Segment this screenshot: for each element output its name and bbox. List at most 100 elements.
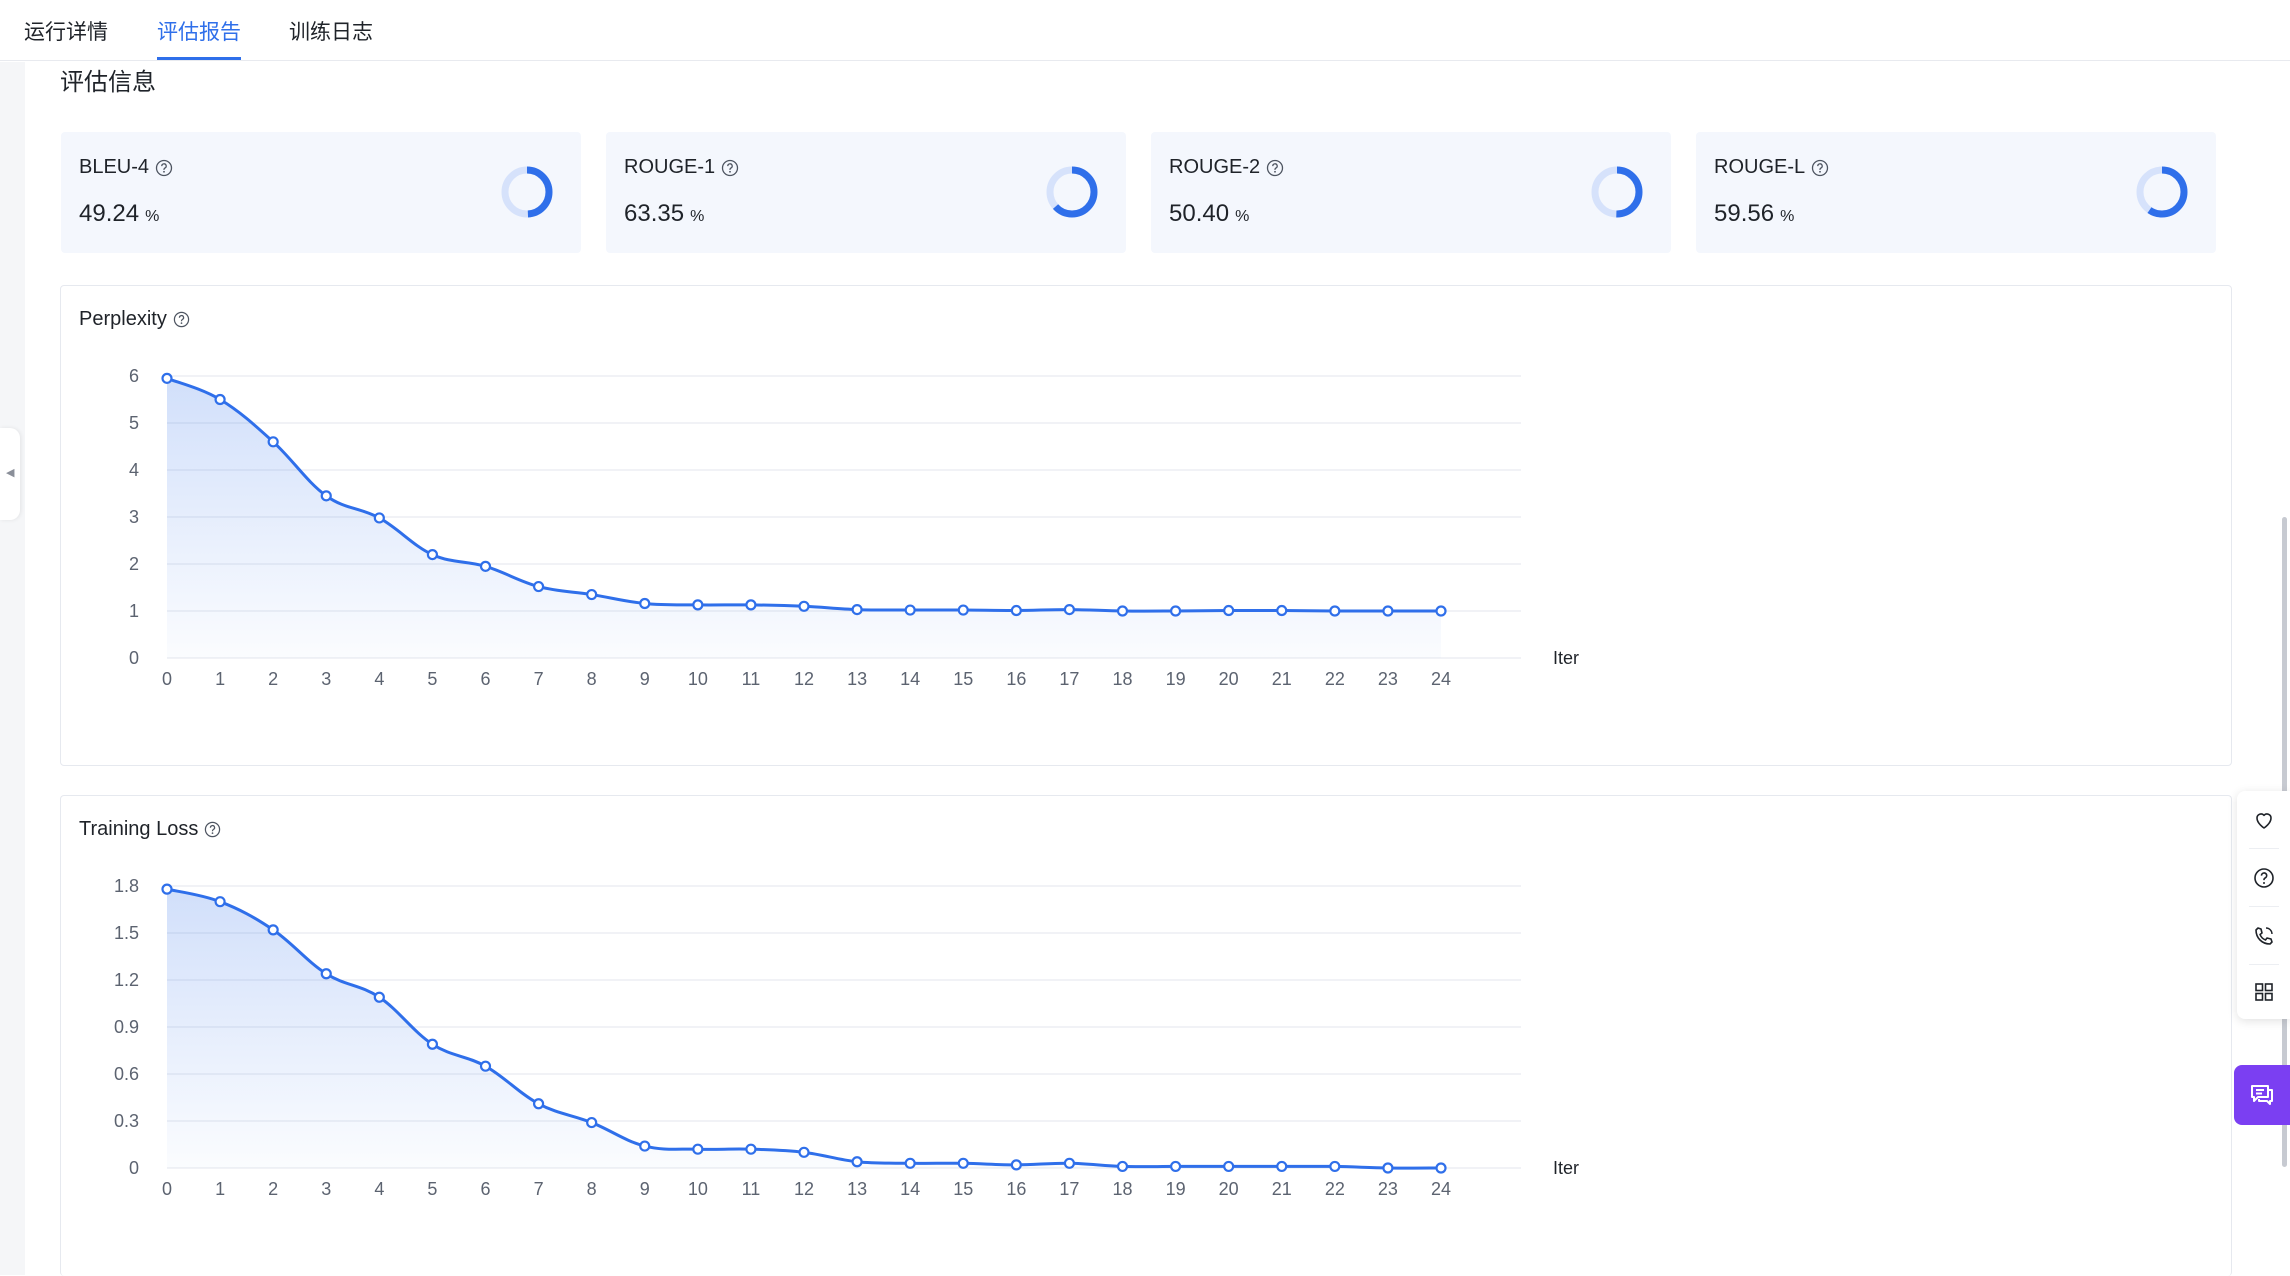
data-point[interactable] [320,490,332,502]
x-tick-label: 19 [1166,669,1186,689]
data-point[interactable] [1382,1162,1394,1174]
data-point[interactable] [1169,605,1182,617]
help-icon[interactable] [173,311,190,328]
x-axis-label: Iter [1553,648,1579,668]
data-point[interactable] [479,560,492,572]
help-icon[interactable] [1811,159,1829,177]
data-point[interactable] [639,597,651,610]
data-point[interactable] [1329,605,1341,617]
data-point[interactable] [1116,605,1129,617]
heart-icon[interactable] [2237,791,2290,848]
chart-title: Training Loss [79,818,199,840]
data-point[interactable] [479,1060,492,1072]
data-point[interactable] [532,1098,545,1110]
area-fill [167,378,1441,658]
data-point[interactable] [1276,1160,1288,1173]
data-point[interactable] [161,883,173,895]
data-point[interactable] [692,1143,704,1155]
data-point[interactable] [851,603,863,616]
sidebar-collapse-handle[interactable]: ◀ [0,428,20,520]
y-tick-label: 3 [129,507,139,527]
grid-icon[interactable] [2237,963,2290,1020]
x-tick-label: 2 [268,669,278,689]
tab-run-details[interactable]: 运行详情 [24,21,108,44]
metric-card-rouge2: ROUGE-2 50.40% [1151,132,1671,253]
perplexity-chart-card: Perplexity 0 1 2 3 4 5 6 0 1 2 3 4 5 6 7 8 9 10 11 12 13 14 15… [60,285,2232,766]
data-point[interactable] [745,1143,757,1155]
phone-icon[interactable] [2237,907,2290,964]
data-point[interactable] [1063,603,1076,616]
x-tick-label: 19 [1166,1179,1186,1199]
ring-fill [1591,166,1643,218]
data-point[interactable] [161,372,173,384]
data-point[interactable] [214,393,226,406]
data-point[interactable] [586,1116,598,1129]
tab-training-log[interactable]: 训练日志 [289,21,373,44]
data-point[interactable] [1382,605,1394,617]
y-tick-label: 0 [129,648,139,668]
data-point[interactable] [957,1157,969,1169]
data-point[interactable] [373,512,385,524]
data-point[interactable] [267,436,279,448]
training-loss-chart: 00.30.60.91.21.51.80 1 2 3 4 5 6 7 8 9 10 11 12 13 14 1… [114,876,1579,1199]
data-point[interactable] [798,1146,810,1158]
data-point[interactable] [1435,605,1447,617]
data-point[interactable] [1223,1160,1235,1173]
data-point[interactable] [267,924,279,936]
data-point[interactable] [1169,1160,1182,1173]
help-icon[interactable] [155,159,173,177]
data-point[interactable] [745,599,757,611]
y-tick-label: 1 [129,601,139,621]
data-point[interactable] [639,1140,651,1152]
training-loss-chart-card: Training Loss 0 0.3 0.6 0.9 1.2 1.5 1.8 0 1 2 3 4 5 6… [60,795,2232,1276]
help-icon[interactable] [1266,159,1284,177]
metric-unit: % [1780,208,1795,225]
x-tick-label: 13 [847,669,867,689]
x-tick-label: 7 [534,669,544,689]
data-point[interactable] [957,604,969,616]
data-point[interactable] [320,968,332,980]
area-fill [167,889,1441,1169]
tab-evaluation-report[interactable]: 评估报告 [157,16,241,60]
data-point[interactable] [1010,1159,1022,1171]
data-point[interactable] [851,1156,863,1168]
x-tick-label: 22 [1325,1179,1345,1199]
x-tick-label: 5 [427,1179,437,1199]
data-point[interactable] [1276,604,1288,617]
data-point[interactable] [426,549,439,561]
side-toolbar [2237,791,2290,1019]
y-tick-label: 6 [129,366,139,386]
data-point[interactable] [692,599,704,611]
metric-card-bleu4: BLEU-4 49.24% [61,132,581,253]
data-point[interactable] [1329,1160,1341,1173]
x-tick-label: 6 [480,669,490,689]
data-point[interactable] [214,896,226,908]
help-circle-icon[interactable] [2237,849,2290,906]
x-tick-label: 11 [742,1179,761,1199]
data-point[interactable] [1063,1157,1076,1169]
progress-ring [1591,166,1643,218]
data-point[interactable] [373,991,385,1003]
chat-bubble-icon[interactable] [2234,1065,2290,1125]
x-tick-label: 4 [374,1179,384,1199]
y-tick-label: 1.2 [114,970,139,990]
data-point[interactable] [904,604,916,616]
data-point[interactable] [1010,604,1022,617]
help-icon[interactable] [721,159,739,177]
data-point[interactable] [904,1157,916,1169]
x-tick-label: 3 [321,1179,331,1199]
x-tick-label: 17 [1059,1179,1079,1199]
data-point[interactable] [1223,604,1235,617]
data-point[interactable] [586,588,598,601]
y-tick-label: 0.6 [114,1064,139,1084]
data-point[interactable] [798,600,810,612]
metric-value: 59.56 [1714,200,1775,227]
data-point[interactable] [426,1038,439,1050]
data-point[interactable] [1435,1162,1447,1174]
chevron-left-icon: ◀ [6,467,15,479]
help-icon[interactable] [204,821,221,838]
divider [2249,848,2279,849]
x-tick-label: 20 [1219,669,1239,689]
data-point[interactable] [1116,1160,1129,1173]
data-point[interactable] [532,580,545,593]
